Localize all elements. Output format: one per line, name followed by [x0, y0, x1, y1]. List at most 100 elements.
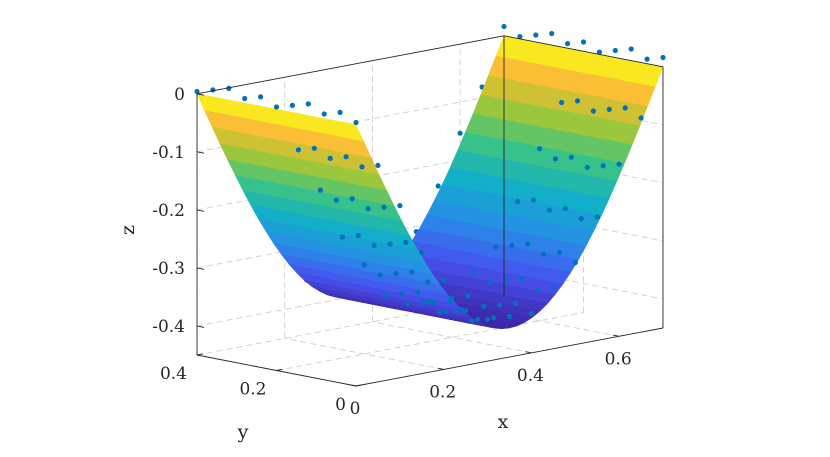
scatter-point [343, 154, 349, 160]
scatter-point [574, 98, 581, 104]
scatter-point [210, 87, 216, 93]
scatter-point [375, 162, 381, 168]
z-tick-mark [196, 209, 205, 212]
scatter-point [493, 244, 499, 250]
x-tick-mark [613, 334, 620, 337]
y-axis-label: y [237, 421, 249, 443]
x-tick-label: 0 [350, 399, 361, 419]
scatter-point [317, 187, 323, 193]
z-tick-label: -0.4 [152, 317, 185, 337]
scatter-point [565, 41, 571, 47]
scatter-point [469, 318, 475, 324]
scatter-point [580, 39, 587, 45]
scatter-point [487, 279, 493, 285]
scatter-point [628, 46, 634, 52]
scatter-point [485, 316, 491, 322]
scatter-point [540, 251, 547, 257]
scatter-point [361, 262, 367, 268]
y-tick-label: 0.4 [160, 364, 187, 384]
scatter-point [449, 295, 455, 301]
scatter-point [349, 196, 355, 202]
z-tick-label: 0 [174, 85, 185, 105]
scatter-point [481, 303, 487, 309]
scatter-point [559, 99, 565, 106]
scatter-point [337, 109, 343, 115]
scatter-point [471, 269, 477, 275]
scatter-point [457, 130, 463, 136]
z-tick-mark [196, 267, 205, 270]
scatter-point [339, 234, 345, 240]
scatter-point [562, 205, 569, 212]
scatter-point [537, 146, 543, 152]
x-axis-line [355, 327, 664, 387]
scatter-point [600, 163, 606, 169]
scatter-point [549, 30, 555, 37]
scatter-point [194, 88, 200, 95]
z-tick-mark [196, 93, 205, 96]
scatter-point [242, 95, 248, 102]
grid-x-floor-2 [372, 321, 532, 354]
grid-x-floor-1 [284, 337, 444, 370]
scatter-front-layer [273, 39, 666, 324]
scatter-point [258, 94, 264, 100]
x-tick-label: 0.4 [517, 366, 544, 386]
scatter-point [546, 207, 553, 213]
grid-z-right-0 [503, 267, 664, 300]
scatter-point [572, 260, 578, 266]
y-tick-label: 0 [335, 395, 346, 415]
scatter-point [501, 23, 507, 30]
box-top-back [196, 35, 505, 95]
scatter-point [533, 32, 539, 38]
scatter-point [435, 183, 441, 189]
scatter-point [399, 291, 405, 297]
scatter-point [371, 242, 377, 249]
x-tick-mark [525, 351, 532, 354]
scatter-point [584, 164, 590, 170]
scatter-point [534, 286, 541, 292]
scatter-point [644, 56, 650, 62]
scatter-point [377, 272, 383, 278]
x-axis-label: x [498, 411, 509, 433]
z-tick-mark [196, 151, 205, 154]
surface-layer [196, 35, 664, 330]
scatter-point [443, 308, 449, 314]
scatter-point [550, 284, 557, 290]
scatter-point [441, 277, 447, 284]
scatter-point [638, 115, 644, 121]
scatter-point [590, 108, 597, 114]
scatter-point [393, 270, 399, 277]
scatter-point [660, 54, 666, 61]
scatter-point [333, 197, 339, 203]
scatter-point [405, 301, 411, 307]
scatter-point [497, 302, 503, 308]
scatter-point [517, 34, 523, 40]
x-tick-mark [437, 367, 444, 370]
scatter-point [622, 105, 628, 111]
scatter-point [353, 119, 359, 126]
scatter-point [383, 292, 389, 298]
scatter-point [453, 308, 459, 314]
scatter-point [594, 214, 600, 220]
y-tick-mark [196, 353, 204, 356]
box-top-right [503, 35, 664, 68]
z-axis-label: z [117, 225, 139, 235]
scatter-point [552, 156, 559, 162]
z-tick-label: -0.1 [152, 143, 185, 163]
scatter-point [612, 47, 618, 54]
scatter-point [531, 197, 537, 203]
scatter-point [512, 300, 519, 306]
y-tick-label: 0.2 [239, 380, 266, 400]
scatter-point [419, 249, 425, 256]
scatter-point [295, 147, 301, 153]
x-tick-mark [349, 384, 357, 387]
scatter-point [425, 279, 431, 285]
scatter-point [403, 239, 409, 245]
scatter-point [528, 310, 535, 316]
scatter-point [387, 241, 393, 247]
scatter-point [427, 298, 433, 304]
scatter-point [409, 269, 415, 275]
scatter-point [465, 293, 471, 299]
scatter-point [327, 155, 333, 161]
